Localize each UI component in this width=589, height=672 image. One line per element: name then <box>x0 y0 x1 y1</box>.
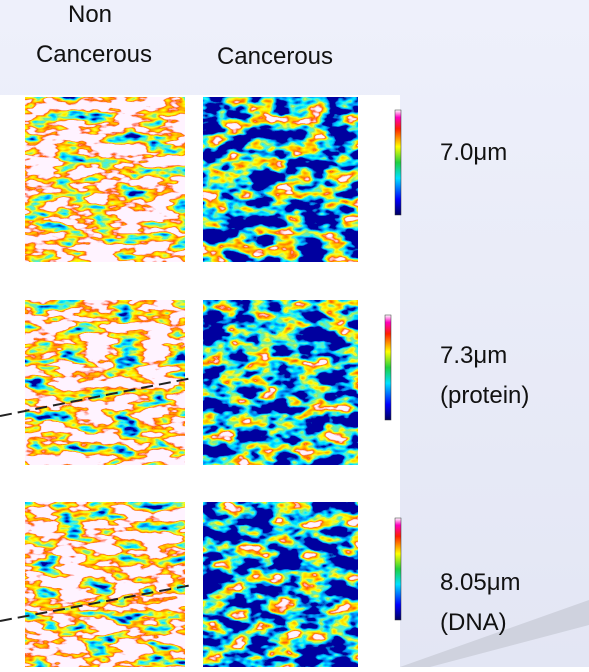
heatmap <box>203 97 358 262</box>
heatmap <box>203 300 358 465</box>
heatmap <box>25 300 185 465</box>
figure: Non Cancerous Cancerous 7.0μm 7.3μm (pro… <box>0 0 589 667</box>
heatmap <box>25 97 185 262</box>
column-header: Cancerous <box>36 41 152 68</box>
colorbar <box>395 518 401 620</box>
row-label: 8.05μm <box>440 569 521 596</box>
row-label: 7.0μm <box>440 139 507 166</box>
row-note: (protein) <box>440 382 529 409</box>
column-header: Non <box>68 1 112 28</box>
column-header: Cancerous <box>217 43 333 70</box>
colorbar <box>395 110 401 215</box>
colorbar <box>385 315 391 420</box>
row-label: 7.3μm <box>440 342 507 369</box>
heatmap <box>25 502 185 667</box>
row-note: (DNA) <box>440 609 507 636</box>
heatmap <box>203 502 358 667</box>
